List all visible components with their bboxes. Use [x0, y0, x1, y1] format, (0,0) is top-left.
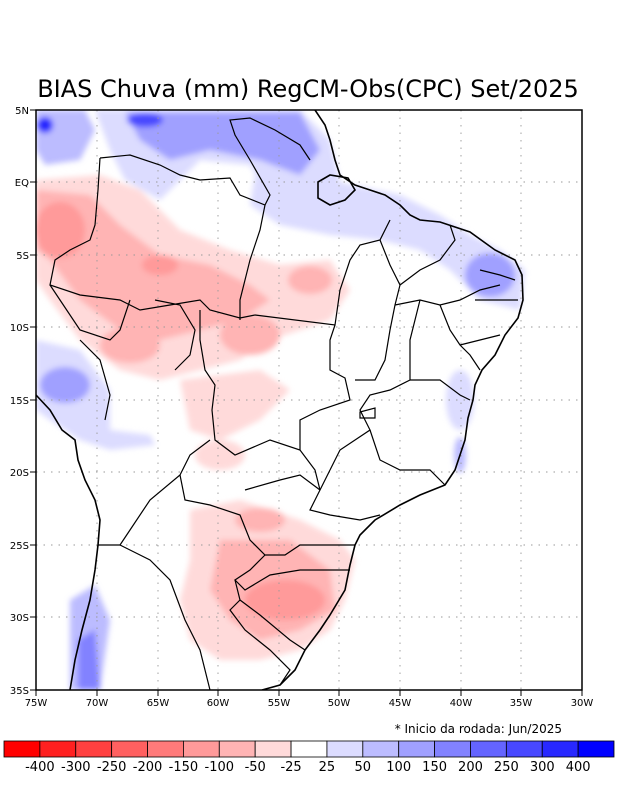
colorbar-label: -200 — [133, 760, 163, 775]
colorbar-label: -400 — [25, 760, 55, 775]
y-tick-label: 5S — [16, 251, 29, 262]
colorbar-swatch — [111, 740, 148, 758]
bias-blue-west-andes-core — [40, 367, 90, 403]
bias-red-sc-core — [235, 508, 285, 532]
x-tick-label: 50W — [328, 698, 351, 709]
x-tick-label: 40W — [450, 698, 473, 709]
x-tick-label: 45W — [389, 698, 412, 709]
colorbar-swatch — [505, 740, 543, 758]
y-tick-label: 35S — [10, 686, 29, 697]
colorbar-label: 50 — [355, 760, 372, 775]
x-tick-label: 35W — [510, 698, 533, 709]
colorbar-label: 400 — [566, 760, 591, 775]
bias-blue-guianas-core — [127, 113, 163, 127]
bias-red-rondonia — [220, 315, 280, 355]
colorbar-labels: -400 -300 -250 -200 -150 -100 -50 -25 25 50 100 150… — [25, 760, 590, 775]
colorbar-swatch — [541, 740, 579, 758]
colorbar-label: -50 — [245, 760, 266, 775]
y-tick-label: 15S — [10, 396, 29, 407]
colorbar-label: -300 — [61, 760, 91, 775]
bias-red-amazon-core3 — [288, 266, 332, 294]
y-tick-labels: 5N EQ 5S 10S 15S 20S 25S 30S 35S — [10, 106, 29, 697]
colorbar-label: 300 — [530, 760, 555, 775]
colorbar-label: 100 — [386, 760, 411, 775]
x-tick-label: 55W — [268, 698, 291, 709]
colorbar-swatch — [398, 740, 435, 758]
colorbar-swatch — [39, 740, 77, 758]
colorbar-swatch — [254, 740, 292, 758]
colorbar-swatch — [218, 740, 256, 758]
bias-blue-ne-core — [465, 253, 515, 297]
bias-red-rs-core — [245, 580, 325, 620]
colorbar-swatch — [470, 740, 507, 758]
y-tick-label: 30S — [10, 613, 29, 624]
political-borders — [49, 117, 518, 690]
bias-red-central — [180, 370, 290, 440]
colorbar-label: 250 — [494, 760, 519, 775]
bias-blue-north-coast — [250, 175, 525, 310]
colorbar-swatch — [3, 740, 41, 758]
x-tick-label: 65W — [147, 698, 170, 709]
colorbar-label: 200 — [458, 760, 483, 775]
bias-red-amazon-core — [36, 202, 85, 258]
y-tick-label: EQ — [15, 178, 29, 189]
bias-blue-chile-core — [78, 630, 100, 690]
colorbar-swatch — [362, 740, 400, 758]
colorbar-swatch — [434, 740, 471, 758]
x-tick-label: 30W — [571, 698, 594, 709]
colorbar-label: -250 — [97, 760, 127, 775]
x-tick-labels: 75W 70W 65W 60W 55W 50W 45W 40W 35W 30W — [25, 698, 594, 709]
colorbar-swatch — [183, 740, 220, 758]
y-tick-label: 10S — [10, 323, 29, 334]
y-tick-label: 20S — [10, 468, 29, 479]
colorbar-swatch — [75, 740, 113, 758]
tick-marks — [30, 109, 583, 696]
x-tick-label: 70W — [86, 698, 109, 709]
bias-red-amazon-core2 — [142, 255, 178, 275]
colorbar — [3, 740, 615, 758]
colorbar-label: -100 — [205, 760, 235, 775]
coastline-atlantic — [261, 110, 524, 690]
colorbar-label: 25 — [319, 760, 336, 775]
x-tick-label: 60W — [207, 698, 230, 709]
colorbar-label: -25 — [280, 760, 301, 775]
y-tick-label: 25S — [10, 541, 29, 552]
colorbar-swatch — [147, 740, 184, 758]
map-area — [36, 110, 582, 690]
bias-blue-bahia-coast — [446, 370, 474, 430]
colorbar-swatch — [326, 740, 364, 758]
x-tick-label: 75W — [25, 698, 48, 709]
colorbar-swatch — [577, 740, 615, 758]
map-title: BIAS Chuva (mm) RegCM-Obs(CPC) Set/2025 — [37, 75, 579, 103]
run-start-note: * Inicio da rodada: Jun/2025 — [395, 722, 562, 736]
y-tick-label: 5N — [15, 106, 29, 117]
colorbar-swatch — [290, 740, 328, 758]
colorbar-label: -150 — [169, 760, 199, 775]
bias-red-bolivia — [100, 327, 160, 363]
grid-lines — [36, 110, 582, 690]
bias-red-mt-south — [195, 440, 245, 470]
bias-blue-northwest-core — [37, 117, 53, 133]
colorbar-label: 150 — [422, 760, 447, 775]
coastline-marajo — [317, 174, 357, 206]
coastline-pacific — [36, 394, 101, 690]
